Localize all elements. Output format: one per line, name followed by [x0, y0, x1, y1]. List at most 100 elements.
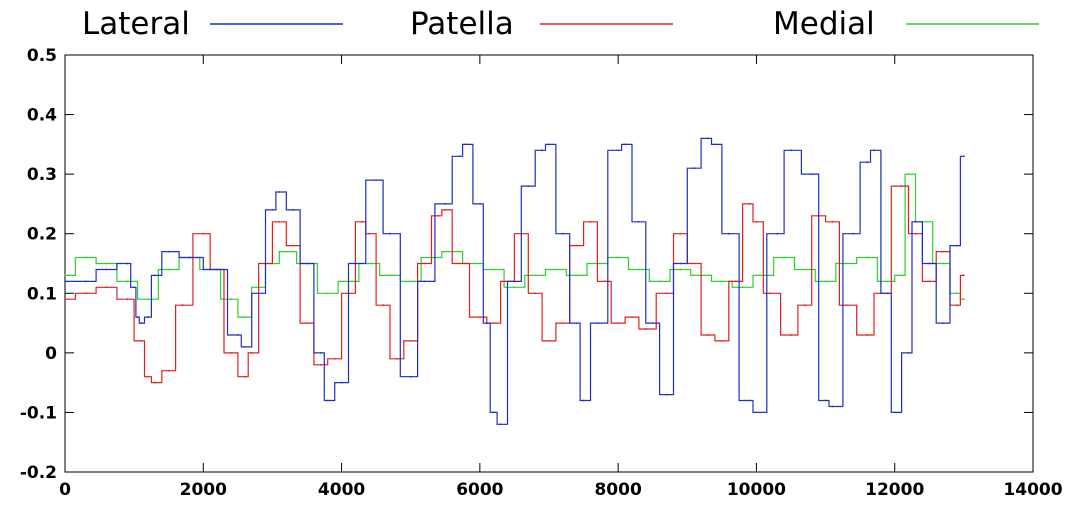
- data-point: [243, 375, 246, 378]
- data-point: [292, 244, 295, 247]
- data-point: [693, 262, 696, 265]
- data-point: [319, 363, 322, 366]
- data-point: [845, 262, 848, 265]
- data-point: [361, 220, 364, 223]
- data-point: [409, 375, 412, 378]
- data-point: [499, 423, 502, 426]
- plot-frame: [64, 54, 1034, 473]
- x-tick-label: 2000: [180, 480, 227, 500]
- data-point: [154, 274, 156, 277]
- data-point: [651, 322, 654, 324]
- y-tick-label: 0.2: [27, 225, 57, 245]
- y-tick-label: 0.5: [27, 46, 57, 66]
- data-point: [513, 280, 516, 283]
- data-point: [831, 405, 834, 408]
- data-point: [679, 262, 682, 265]
- data-point: [942, 262, 944, 265]
- data-point: [831, 220, 834, 223]
- series-patella: [64, 185, 965, 384]
- data-point: [534, 274, 537, 277]
- data-point: [873, 149, 875, 152]
- data-point: [306, 262, 308, 265]
- data-point: [866, 161, 868, 164]
- data-point: [589, 220, 592, 223]
- data-point: [396, 357, 398, 360]
- data-point: [230, 298, 232, 301]
- data-point: [167, 268, 170, 271]
- data-point: [893, 411, 896, 414]
- x-tick-label: 8000: [594, 480, 641, 500]
- data-point: [375, 179, 377, 182]
- data-point: [665, 393, 668, 396]
- data-point: [84, 280, 87, 283]
- legend-label-medial: Medial: [773, 6, 875, 42]
- data-point: [250, 352, 253, 354]
- data-point: [389, 274, 391, 277]
- data-point: [437, 214, 440, 217]
- data-point: [64, 280, 66, 283]
- data-point: [679, 232, 682, 235]
- x-tick-label: 4000: [318, 480, 365, 500]
- data-point: [907, 173, 910, 176]
- data-point: [928, 280, 931, 283]
- data-point: [202, 232, 205, 235]
- data-point: [423, 262, 426, 265]
- data-point: [105, 262, 108, 265]
- data-point: [603, 280, 606, 283]
- data-point: [492, 322, 495, 324]
- data-point: [721, 280, 723, 283]
- data-point: [136, 316, 139, 318]
- data-point: [866, 256, 868, 259]
- legend: Lateral Patella Medial: [82, 6, 1039, 42]
- series-line-lateral: [65, 137, 964, 425]
- x-tick-label: 12000: [865, 480, 924, 500]
- data-point: [824, 399, 827, 402]
- data-point: [237, 334, 239, 336]
- y-tick-label: 0: [45, 344, 57, 364]
- data-point: [243, 316, 246, 318]
- data-point: [810, 173, 813, 176]
- series-line-patella: [65, 185, 964, 384]
- data-point: [278, 191, 281, 193]
- data-point: [216, 268, 219, 271]
- data-point: [644, 328, 647, 330]
- data-point: [790, 149, 792, 152]
- data-point: [513, 286, 516, 289]
- data-point: [492, 268, 495, 271]
- data-point: [465, 143, 467, 146]
- y-tick-label: 0.4: [27, 106, 57, 126]
- data-point: [942, 322, 944, 324]
- data-point: [963, 274, 965, 277]
- legend-label-lateral: Lateral: [82, 6, 190, 42]
- x-axis: 0 2000 4000 6000 8000 10000 12000 14000: [59, 55, 1063, 500]
- data-point: [319, 352, 322, 354]
- x-tick-label: 14000: [1003, 480, 1062, 500]
- data-point: [803, 268, 806, 271]
- y-tick-label: 0.1: [27, 284, 57, 304]
- data-point: [596, 322, 599, 324]
- data-point: [126, 298, 129, 301]
- data-point: [721, 340, 723, 342]
- data-point: [458, 155, 460, 158]
- data-point: [292, 209, 295, 211]
- x-tick-label: 10000: [727, 480, 786, 500]
- data-point: [105, 268, 108, 271]
- data-point: [548, 340, 550, 342]
- data-point: [679, 268, 682, 271]
- data-point: [707, 137, 709, 140]
- data-point: [368, 232, 371, 235]
- data-point: [914, 220, 917, 223]
- data-point: [624, 143, 626, 146]
- data-point: [845, 304, 848, 307]
- data-point: [278, 220, 281, 223]
- data-point: [333, 357, 336, 360]
- data-point: [326, 292, 329, 295]
- series-lateral: [64, 137, 965, 426]
- data-point: [285, 250, 288, 253]
- data-point: [963, 298, 965, 301]
- data-point: [492, 411, 495, 414]
- data-point: [575, 322, 578, 324]
- data-point: [541, 149, 543, 152]
- data-point: [147, 316, 149, 318]
